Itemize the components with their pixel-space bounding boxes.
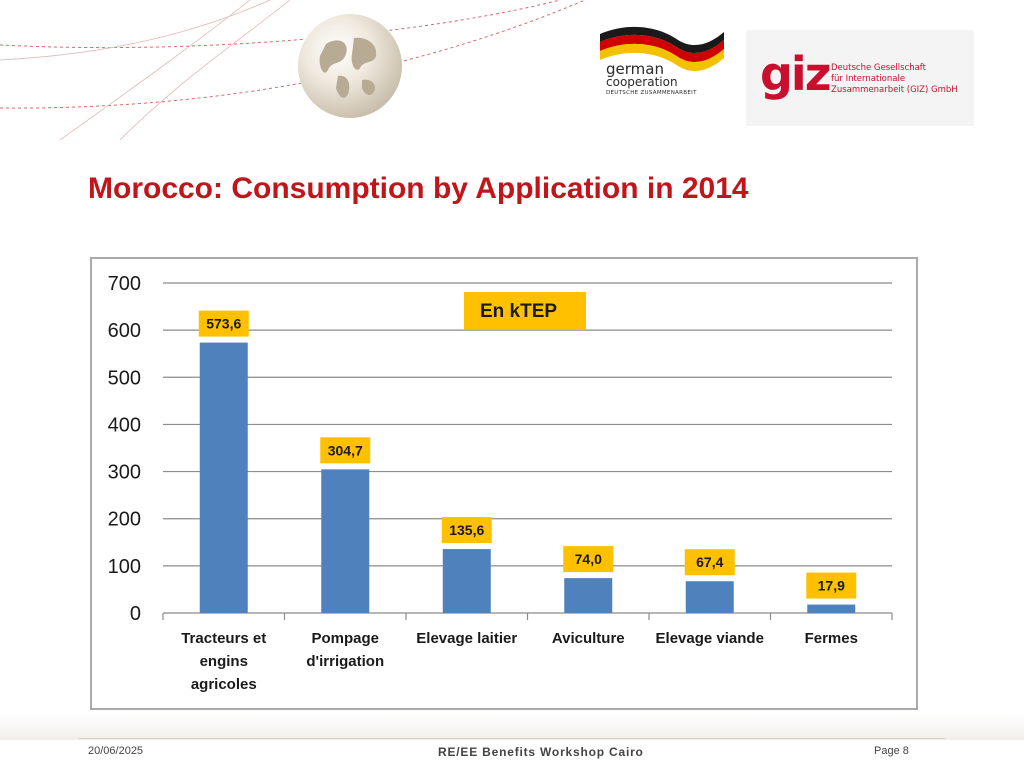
category-label: agricoles: [191, 676, 257, 693]
header-decoration: [0, 0, 586, 140]
y-tick-label: 400: [108, 414, 141, 436]
category-label: d'irrigation: [306, 653, 384, 670]
giz-line-3: Zusammenarbeit (GIZ) GmbH: [831, 85, 958, 95]
bar: [685, 581, 734, 613]
data-label-background: [441, 517, 492, 544]
data-label: 17,9: [818, 578, 845, 594]
annotation-label: En kTEP: [480, 301, 557, 322]
y-tick-label: 200: [108, 509, 141, 531]
giz-logo-background: [746, 30, 974, 126]
data-label: 304,7: [328, 442, 363, 458]
data-label: 67,4: [696, 554, 723, 570]
category-label: Elevage laitier: [416, 630, 517, 647]
y-tick-label: 300: [108, 462, 141, 484]
data-label-background: [563, 546, 614, 573]
data-label: 573,6: [206, 316, 241, 332]
annotation-background: [464, 292, 586, 330]
footer-band: [0, 714, 1024, 740]
bar: [442, 549, 491, 613]
slide-title: Morocco: Consumption by Application in 2…: [88, 172, 749, 205]
gc-line-1: german: [606, 60, 664, 78]
footer-date: 20/06/2025: [88, 745, 144, 757]
german-flag-swoosh-icon: [600, 26, 724, 72]
data-label-background: [684, 549, 735, 576]
giz-line-1: Deutsche Gesellschaft: [831, 63, 926, 73]
category-label: Pompage: [311, 630, 379, 647]
giz-logo-text: Deutsche Gesellschaft für Internationale…: [831, 63, 958, 96]
category-label: engins: [200, 653, 248, 670]
footer-title: RE/EE Benefits Workshop Cairo: [438, 745, 644, 759]
data-label: 74,0: [575, 551, 602, 567]
german-cooperation-logo: german cooperation DEUTSCHE ZUSAMMENARBE…: [606, 62, 697, 98]
footer-divider: [78, 738, 946, 739]
data-label: 135,6: [449, 522, 484, 538]
category-label: Aviculture: [552, 630, 625, 647]
bar: [199, 342, 248, 613]
y-tick-label: 100: [108, 556, 141, 578]
y-tick-label: 600: [108, 320, 141, 342]
footer-page-number: Page 8: [874, 745, 909, 757]
category-label: Fermes: [805, 630, 858, 647]
data-label-background: [320, 437, 371, 464]
gc-line-2: cooperation: [606, 75, 678, 89]
bar-chart: 0 100 200 300 400 500 600 700 573,6 Tracteurs et e…: [108, 273, 893, 693]
bar: [807, 604, 856, 613]
globe-icon: [298, 14, 402, 118]
giz-line-2: für Internationale: [831, 74, 906, 84]
bar: [564, 578, 613, 613]
giz-logo-mark: giz: [760, 47, 831, 101]
data-label-background: [806, 572, 857, 599]
category-label: Tracteurs et: [181, 630, 266, 647]
y-tick-label: 700: [108, 273, 141, 295]
category-label: Elevage viande: [656, 630, 764, 647]
y-tick-label: 0: [130, 603, 141, 625]
gc-line-3: DEUTSCHE ZUSAMMENARBEIT: [606, 90, 697, 96]
y-tick-label: 500: [108, 367, 141, 389]
bar: [321, 469, 370, 613]
data-label-background: [198, 310, 249, 337]
